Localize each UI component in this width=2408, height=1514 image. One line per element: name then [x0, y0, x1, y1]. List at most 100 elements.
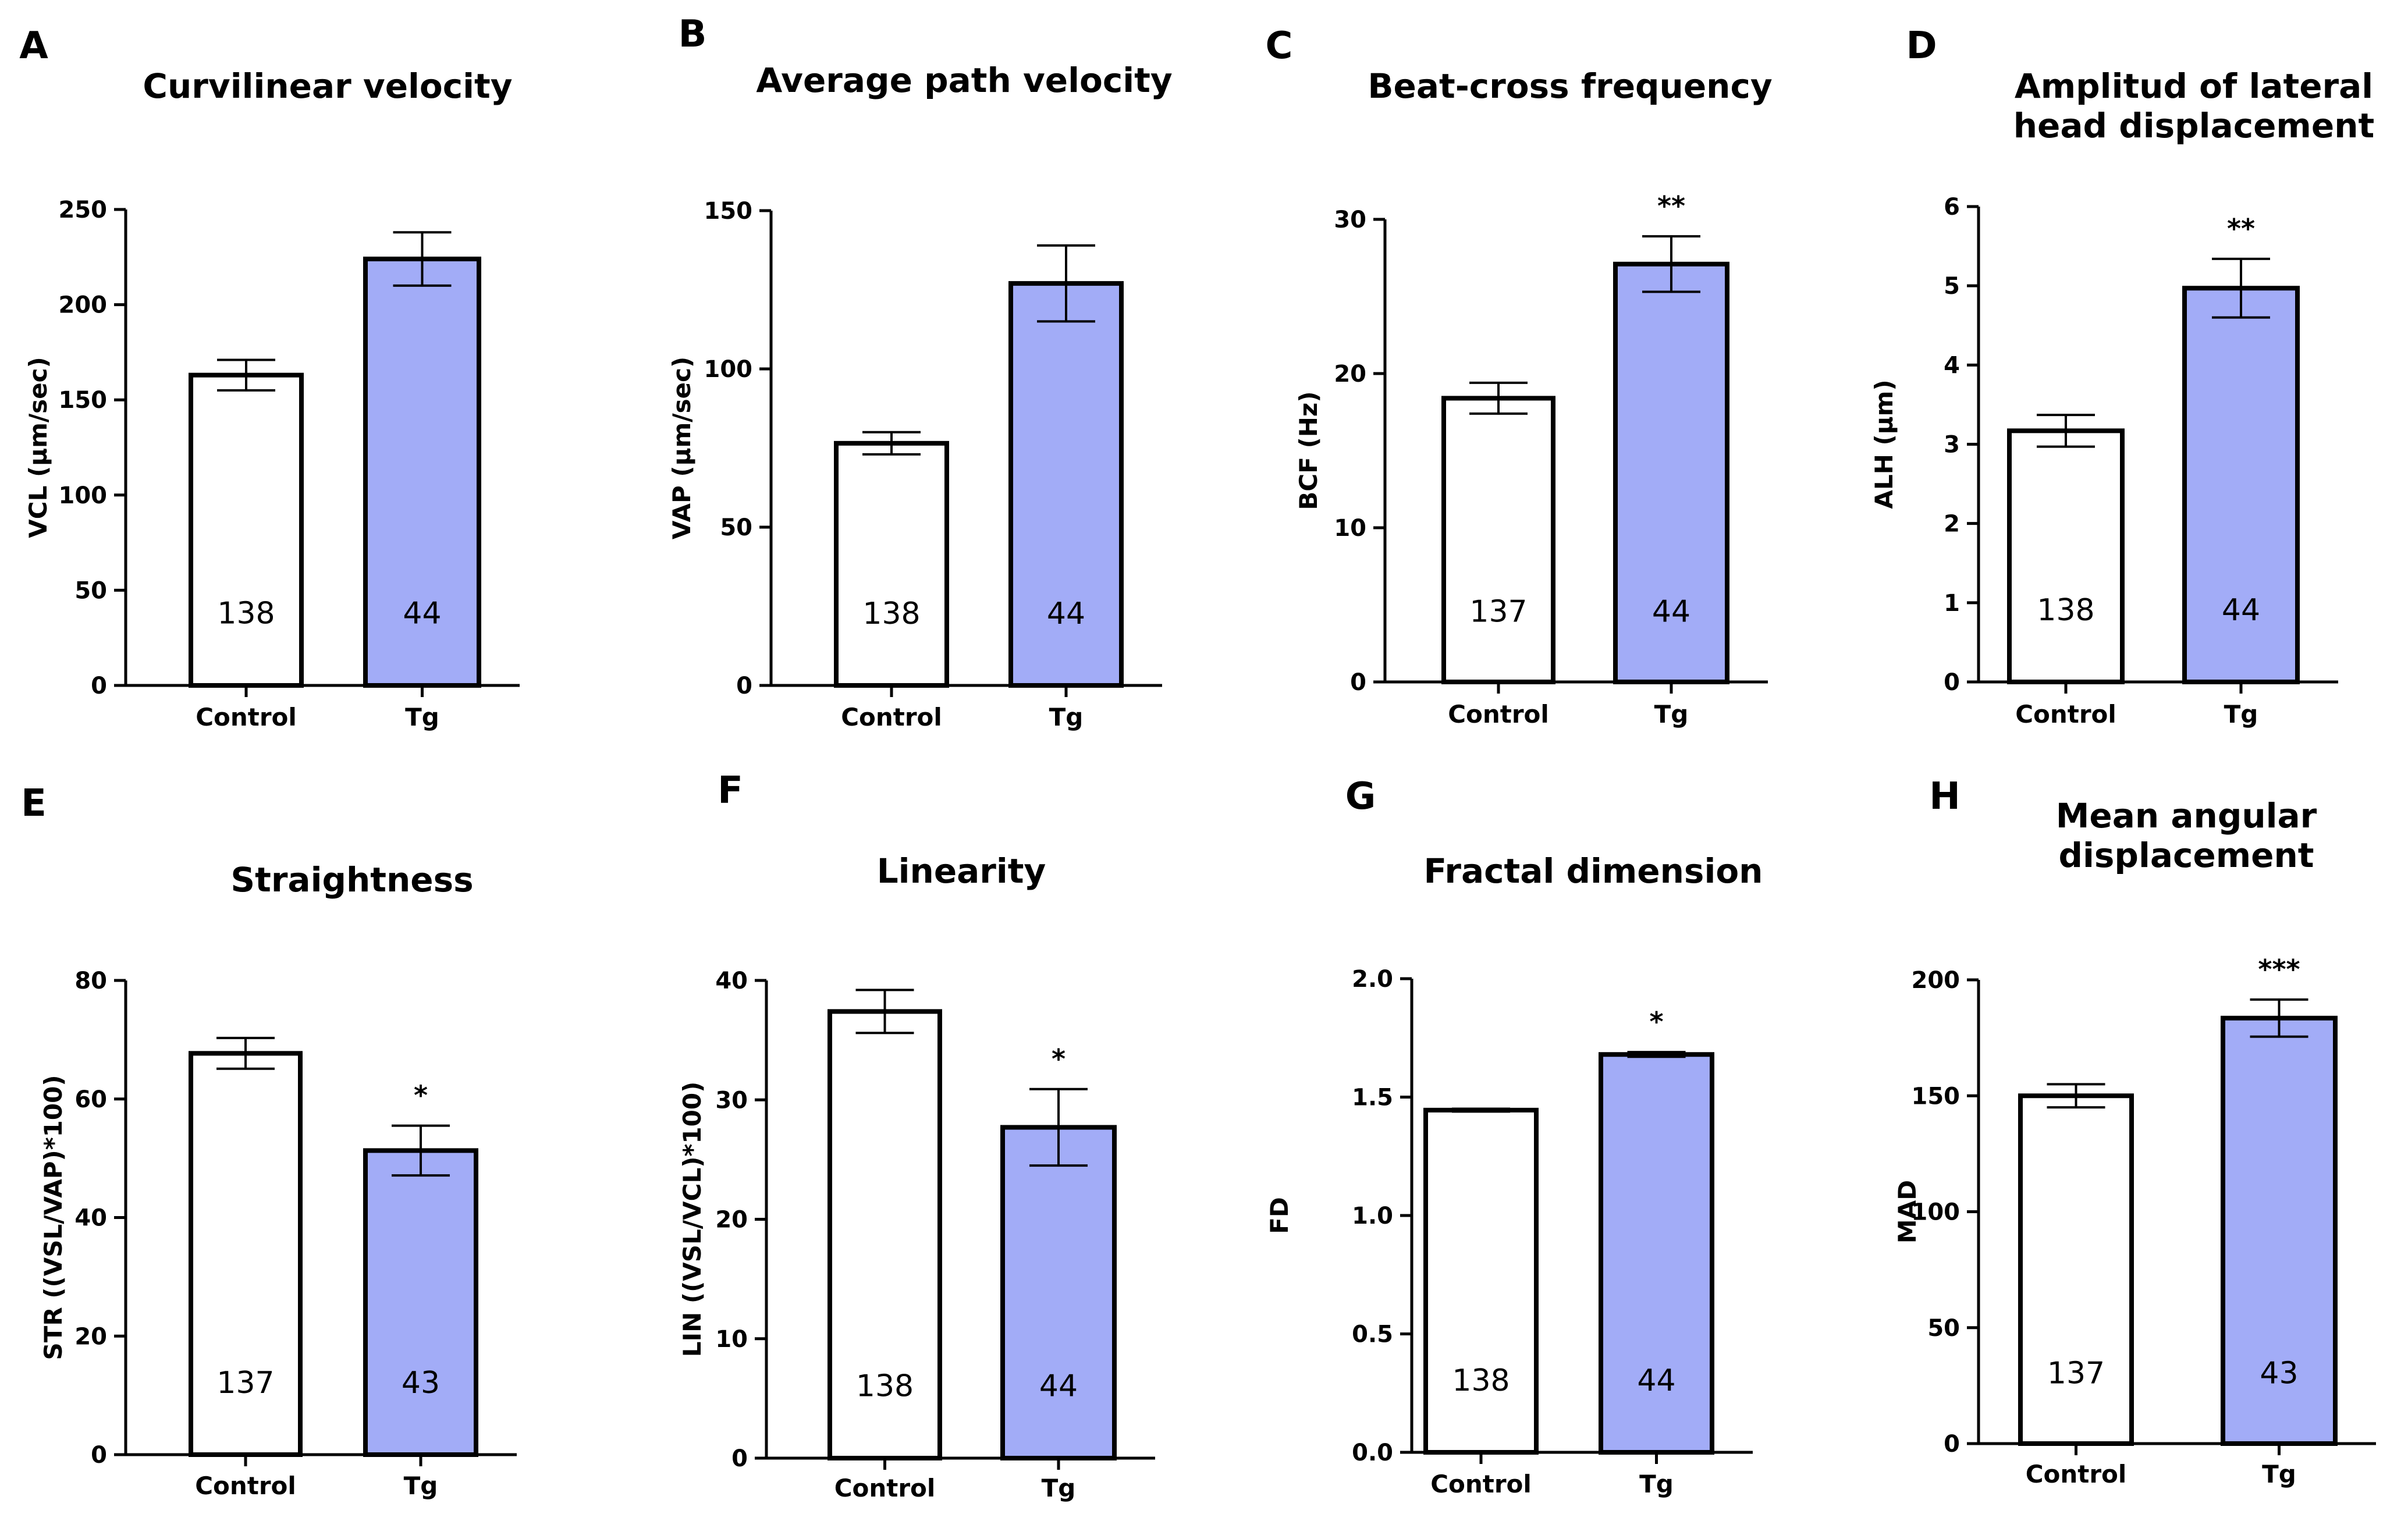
bar-control — [834, 440, 949, 688]
y-axis-label: FD — [1265, 1197, 1294, 1234]
bar-tg — [1000, 1125, 1117, 1460]
y-tick-label: 0 — [91, 1442, 107, 1469]
n-label: 44 — [1047, 596, 1085, 631]
panel-title: Straightness — [230, 860, 473, 900]
panel-title: Linearity — [877, 851, 1046, 891]
panel-f: F Linearity LIN ((VSL/VCL)*100) 0 10 20 30 40 13… — [678, 769, 1155, 1502]
y-axis-label: VCL (µm/sec) — [24, 357, 52, 538]
panel-b: B Average path velocity VAP (µm/sec) 0 50 100… — [667, 13, 1173, 731]
x-tick-label: Control — [196, 703, 297, 731]
panel-letter: A — [19, 24, 48, 67]
panel-letter: D — [1906, 24, 1937, 67]
n-label: 138 — [862, 596, 920, 631]
bar-tg — [363, 1148, 478, 1457]
y-tick-label: 1.0 — [1352, 1203, 1393, 1229]
panel-title: Fractal dimension — [1424, 851, 1763, 891]
n-label: 137 — [1469, 595, 1527, 630]
panel-title: Amplitud of lateral — [2015, 66, 2373, 106]
y-tick-label: 2.0 — [1352, 966, 1393, 993]
y-tick-label: 200 — [1912, 967, 1961, 994]
x-tick-label: Tg — [405, 703, 439, 731]
panel-title: head displacement — [2013, 106, 2374, 145]
n-label: 44 — [1652, 595, 1690, 630]
y-tick-label: 60 — [74, 1086, 107, 1113]
significance-marker: * — [414, 1080, 428, 1111]
y-axis-label: ALH (µm) — [1870, 379, 1898, 509]
panel-letter: H — [1929, 775, 1961, 818]
y-tick-label: 50 — [1927, 1315, 1960, 1342]
y-tick-label: 50 — [74, 577, 107, 604]
panel-g: G Fractal dimension FD 0.0 0.5 1.0 1.5 2.0 138 Co… — [1265, 775, 1763, 1498]
y-tick-label: 20 — [74, 1323, 107, 1350]
n-label: 137 — [2047, 1356, 2105, 1391]
y-tick-label: 80 — [74, 968, 107, 994]
y-axis-label: VAP (µm/sec) — [667, 357, 696, 539]
n-label: 44 — [2222, 593, 2260, 628]
y-tick-label: 20 — [715, 1207, 748, 1234]
n-label: 138 — [1452, 1363, 1510, 1398]
x-tick-label: Control — [841, 703, 942, 731]
y-tick-label: 1 — [1944, 590, 1960, 617]
significance-marker: * — [1649, 1006, 1663, 1037]
panel-letter: B — [679, 13, 707, 56]
x-tick-label: Tg — [1639, 1470, 1674, 1498]
y-tick-label: 10 — [1334, 515, 1366, 542]
y-tick-label: 3 — [1944, 432, 1960, 459]
panel-e: E Straightness STR ((VSL/VAP)*100) 0 20 40 60 8… — [21, 782, 517, 1500]
significance-marker: ** — [1657, 190, 1685, 222]
panel-c: C Beat-cross frequency BCF (Hz) 0 10 20 30 137 C… — [1266, 24, 1773, 728]
bar-control — [827, 1009, 942, 1460]
y-tick-label: 1.5 — [1352, 1085, 1393, 1111]
y-tick-label: 0 — [91, 673, 107, 699]
panel-title: Average path velocity — [756, 61, 1172, 100]
y-axis-label: STR ((VSL/VAP)*100) — [39, 1075, 68, 1360]
bar-control — [1423, 1107, 1539, 1455]
bar-control — [2007, 428, 2125, 685]
x-tick-label: Control — [195, 1472, 296, 1500]
bar-tg — [2182, 286, 2300, 685]
y-tick-label: 150 — [59, 387, 108, 414]
y-tick-label: 0 — [1350, 669, 1366, 696]
x-tick-label: Tg — [1042, 1474, 1076, 1502]
bar-tg — [363, 257, 481, 688]
x-tick-label: Control — [1448, 700, 1549, 728]
n-label: 44 — [403, 596, 441, 631]
panel-title: Mean angular — [2056, 796, 2317, 836]
panel-letter: F — [718, 769, 743, 812]
y-axis-label: BCF (Hz) — [1294, 391, 1323, 510]
n-label: 137 — [216, 1366, 274, 1401]
x-tick-label: Control — [2015, 700, 2116, 728]
y-tick-label: 20 — [1334, 361, 1366, 388]
y-tick-label: 4 — [1944, 352, 1960, 379]
y-tick-label: 100 — [1912, 1199, 1961, 1226]
y-tick-label: 0 — [1944, 1431, 1960, 1458]
y-tick-label: 150 — [1912, 1083, 1961, 1110]
y-tick-label: 200 — [59, 292, 108, 319]
bar-control — [189, 1051, 303, 1457]
y-tick-label: 0.0 — [1352, 1440, 1393, 1466]
y-tick-label: 10 — [715, 1326, 748, 1353]
y-axis-label: MAD — [1893, 1180, 1922, 1243]
n-label: 138 — [856, 1369, 914, 1403]
y-tick-label: 100 — [59, 482, 108, 509]
x-tick-label: Tg — [1654, 700, 1689, 728]
panel-title: displacement — [2059, 836, 2314, 875]
x-tick-label: Tg — [2224, 700, 2258, 728]
bar-tg — [2221, 1015, 2338, 1446]
x-tick-label: Tg — [404, 1472, 438, 1500]
x-tick-label: Control — [2026, 1460, 2127, 1488]
significance-marker: *** — [2258, 954, 2300, 985]
bar-tg — [1008, 281, 1124, 688]
y-tick-label: 2 — [1944, 511, 1960, 538]
y-tick-label: 30 — [1334, 207, 1366, 233]
y-axis-label: LIN ((VSL/VCL)*100) — [678, 1082, 706, 1357]
n-label: 43 — [402, 1366, 440, 1401]
n-label: 44 — [1637, 1363, 1675, 1398]
y-tick-label: 40 — [74, 1205, 107, 1232]
panel-a: A Curvilinear velocity VCL (µm/sec) 0 50 100 1… — [19, 24, 520, 731]
bar-control — [2018, 1093, 2134, 1446]
panel-letter: C — [1266, 24, 1293, 67]
